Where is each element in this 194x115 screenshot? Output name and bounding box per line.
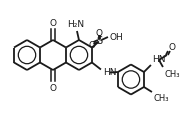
Text: O: O (169, 43, 176, 52)
Text: O: O (88, 41, 95, 50)
Text: O: O (96, 29, 103, 38)
Text: OH: OH (110, 33, 124, 42)
Text: HN: HN (103, 67, 116, 76)
Text: O: O (49, 84, 56, 93)
Text: H₂N: H₂N (67, 20, 85, 29)
Text: CH₃: CH₃ (165, 69, 180, 78)
Text: CH₃: CH₃ (154, 93, 169, 102)
Text: S: S (96, 36, 102, 46)
Text: HN: HN (152, 55, 165, 63)
Text: O: O (49, 18, 56, 27)
